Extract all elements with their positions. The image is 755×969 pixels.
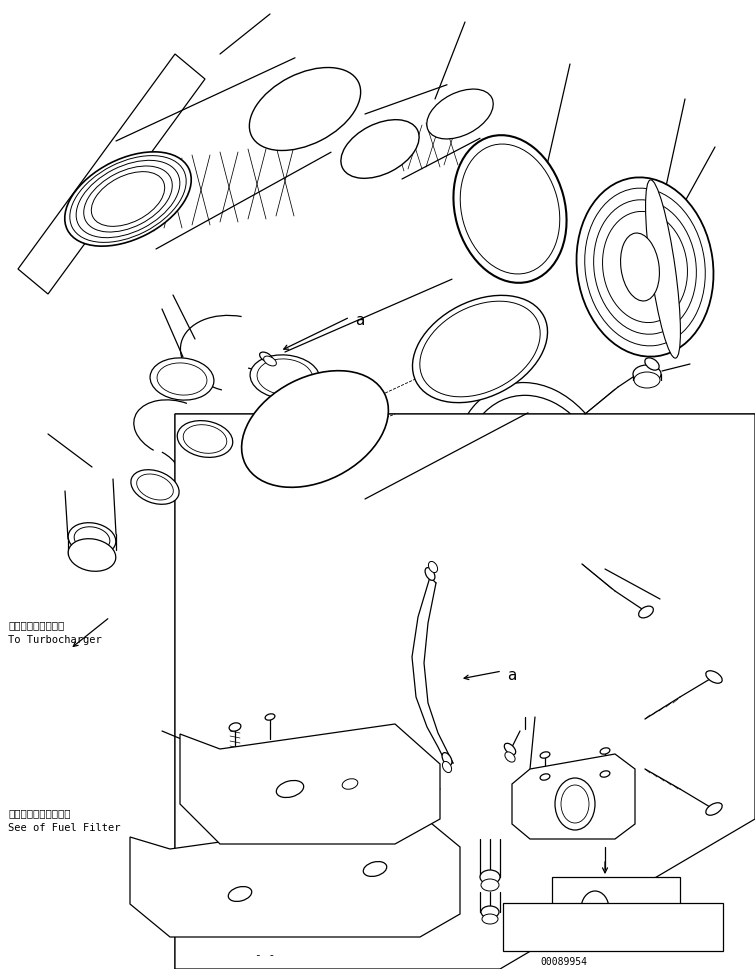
Ellipse shape <box>442 762 451 772</box>
Ellipse shape <box>633 365 661 384</box>
Bar <box>552 877 680 937</box>
Polygon shape <box>175 415 755 969</box>
Ellipse shape <box>621 234 659 301</box>
Ellipse shape <box>505 752 515 763</box>
Ellipse shape <box>481 879 499 891</box>
Text: - -: - - <box>255 949 276 959</box>
Polygon shape <box>180 724 440 844</box>
Ellipse shape <box>540 774 550 780</box>
Ellipse shape <box>454 136 566 284</box>
Ellipse shape <box>157 363 207 395</box>
Text: フェルファイルタ参照: フェルファイルタ参照 <box>8 807 70 817</box>
Ellipse shape <box>425 568 435 580</box>
Polygon shape <box>130 814 460 937</box>
Ellipse shape <box>600 771 610 777</box>
Ellipse shape <box>74 527 109 551</box>
Ellipse shape <box>69 156 186 243</box>
Text: e-: e- <box>590 917 603 927</box>
Ellipse shape <box>91 172 165 227</box>
Ellipse shape <box>76 161 180 238</box>
Text: See of Fuel Filter: See of Fuel Filter <box>8 822 121 832</box>
Ellipse shape <box>137 475 174 501</box>
Ellipse shape <box>461 145 559 274</box>
Ellipse shape <box>482 914 498 924</box>
Ellipse shape <box>260 353 273 362</box>
Ellipse shape <box>504 743 516 755</box>
Text: a: a <box>507 668 516 682</box>
Ellipse shape <box>265 714 275 720</box>
Ellipse shape <box>276 781 304 797</box>
Ellipse shape <box>600 748 610 755</box>
Text: ターボチャージャヘ: ターボチャージャヘ <box>8 619 64 629</box>
Ellipse shape <box>131 470 179 505</box>
Ellipse shape <box>412 297 547 403</box>
Ellipse shape <box>68 523 116 556</box>
Ellipse shape <box>442 753 452 766</box>
Ellipse shape <box>428 562 438 573</box>
Ellipse shape <box>706 803 723 815</box>
Ellipse shape <box>593 201 696 335</box>
Polygon shape <box>512 754 635 839</box>
Text: 適用号機: 適用号機 <box>510 907 537 917</box>
Ellipse shape <box>540 752 550 759</box>
Ellipse shape <box>342 779 358 790</box>
Ellipse shape <box>250 356 320 400</box>
Ellipse shape <box>150 359 214 401</box>
Ellipse shape <box>646 180 680 359</box>
Ellipse shape <box>706 672 723 683</box>
Ellipse shape <box>263 357 276 366</box>
Polygon shape <box>175 415 755 969</box>
Ellipse shape <box>581 891 609 927</box>
Bar <box>503 903 723 951</box>
Ellipse shape <box>68 539 116 572</box>
Ellipse shape <box>257 359 313 395</box>
Ellipse shape <box>420 302 540 397</box>
Ellipse shape <box>645 359 659 371</box>
Ellipse shape <box>555 778 595 830</box>
Ellipse shape <box>65 153 191 247</box>
Ellipse shape <box>177 422 233 458</box>
Ellipse shape <box>577 178 713 358</box>
Ellipse shape <box>84 167 172 233</box>
Ellipse shape <box>183 425 226 453</box>
Ellipse shape <box>480 870 500 884</box>
Ellipse shape <box>602 212 688 324</box>
Polygon shape <box>18 55 205 295</box>
Ellipse shape <box>249 69 361 151</box>
Ellipse shape <box>561 785 589 823</box>
Text: To Turbocharger: To Turbocharger <box>8 635 102 644</box>
Text: 00089954: 00089954 <box>540 956 587 966</box>
Text: Engine No.26816306～: Engine No.26816306～ <box>510 922 629 931</box>
Ellipse shape <box>228 887 251 901</box>
Ellipse shape <box>242 371 388 487</box>
Ellipse shape <box>634 373 660 389</box>
Ellipse shape <box>481 906 499 918</box>
Text: a: a <box>355 313 365 328</box>
Ellipse shape <box>584 189 705 347</box>
Ellipse shape <box>229 723 241 732</box>
Ellipse shape <box>341 120 419 179</box>
Ellipse shape <box>427 90 493 140</box>
Ellipse shape <box>363 861 387 877</box>
Ellipse shape <box>639 607 653 618</box>
